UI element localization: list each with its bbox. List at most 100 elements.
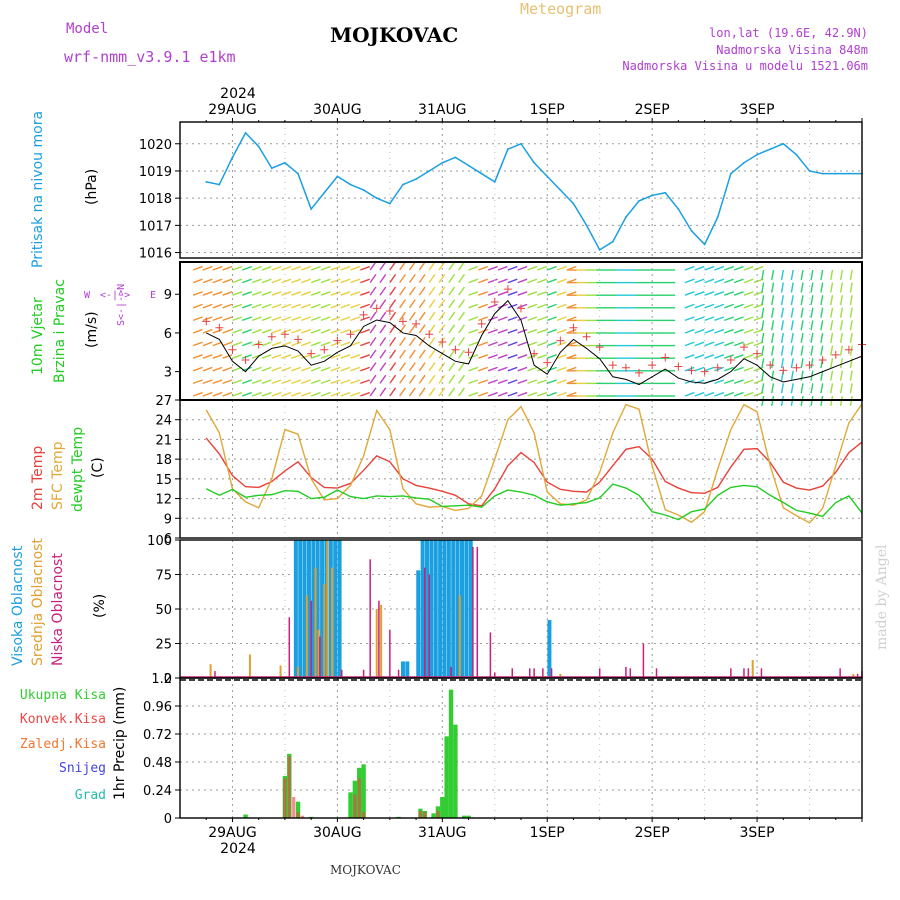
y-tick-label: 6: [164, 327, 172, 342]
wind-arrow: [733, 366, 744, 372]
day-label-bottom: 2SEP: [635, 825, 670, 841]
cloud-low-bar: [476, 546, 479, 678]
wind-arrow: [320, 328, 331, 334]
wind-arrow: [714, 265, 725, 271]
wind-arrow: [849, 320, 853, 331]
wind-arrow: [301, 278, 311, 284]
precip-conv-bar: [362, 812, 366, 818]
year-bottom: 2024: [220, 841, 256, 857]
wind-arrow: [281, 316, 292, 322]
wind-arrow: [389, 261, 397, 271]
wind-arrow: [517, 316, 528, 322]
day-label-top: 31AUG: [418, 102, 467, 118]
wind-arrow: [537, 328, 548, 334]
wind-arrow: [202, 278, 213, 284]
wind-arrow: [418, 274, 426, 284]
wind-arrow: [733, 278, 744, 284]
wind-arrow: [507, 303, 518, 309]
wind-arrow: [242, 341, 252, 347]
pressure-point: [323, 191, 326, 194]
wind-arrow: [733, 391, 744, 397]
wind-arrow: [350, 341, 361, 347]
wind-arrow: [448, 324, 456, 334]
pressure-point: [795, 153, 798, 156]
wind-arrow: [251, 328, 262, 334]
wind-arrow: [369, 261, 377, 271]
wind-arrow: [517, 341, 528, 347]
pressure-point: [729, 172, 732, 175]
y-tick-label: 27: [155, 394, 172, 409]
wind-arrow: [408, 261, 416, 271]
wind-arrow: [849, 295, 853, 306]
wind-arrow: [369, 387, 377, 397]
wind-arrow: [271, 341, 282, 347]
y-tick-label: 18: [155, 453, 172, 468]
wind-arrow: [714, 341, 725, 347]
wind-gust-mark: [739, 343, 748, 352]
wind-arrow: [379, 362, 387, 372]
wind-arrow: [301, 354, 311, 359]
wind-arrow: [271, 328, 282, 334]
wind-gust-mark: [635, 368, 644, 377]
precip-conv-bar: [283, 778, 287, 818]
cloud-low-bar: [362, 669, 365, 678]
wind-arrow: [408, 286, 416, 296]
wind-arrow: [724, 354, 734, 359]
wind-arrow: [251, 379, 262, 385]
wind-arrow: [350, 303, 361, 309]
wind-arrow: [418, 324, 426, 334]
wind-arrow: [546, 379, 557, 385]
wind-arrow: [724, 316, 734, 322]
pressure-point: [349, 183, 352, 186]
wind-arrow: [771, 332, 775, 343]
wind-gust-mark: [385, 307, 394, 316]
y-tick-label: 9: [164, 512, 172, 527]
wind-arrow: [340, 391, 351, 397]
wind-arrow: [301, 328, 311, 334]
wind-arrow: [281, 291, 292, 296]
wind-gust-mark: [477, 319, 486, 328]
wind-arrow: [790, 269, 794, 280]
wind-arrow: [320, 278, 331, 284]
wind-arrow: [724, 291, 734, 296]
cloud-low-bar: [655, 668, 658, 678]
wind-arrow: [281, 265, 292, 271]
cloud-mid-bar: [323, 584, 326, 678]
wind-arrow: [350, 265, 361, 271]
y-tick-label: 0: [164, 672, 172, 687]
wind-arrow: [340, 316, 351, 322]
y-tick-label: 0.72: [143, 728, 172, 743]
wind-arrow: [379, 337, 387, 347]
precip-total-bar: [243, 814, 248, 818]
wind-arrow: [800, 307, 804, 318]
pressure-point: [231, 156, 234, 159]
cloud-high-bar: [429, 540, 434, 678]
wind-arrow: [379, 349, 387, 359]
wind-arrow: [743, 303, 754, 309]
wind-gust-mark: [503, 285, 512, 294]
wind-arrow: [487, 291, 498, 296]
wind-arrow: [839, 295, 844, 306]
wind-arrow: [251, 278, 262, 284]
wind-arrow: [360, 328, 370, 334]
cloud-high-bar: [405, 661, 410, 678]
pressure-point: [808, 170, 811, 172]
wind-arrow: [714, 278, 725, 284]
precip-conv-bar: [287, 756, 291, 818]
model-name: wrf-nmm_v3.9.1 e1km: [64, 48, 236, 66]
wind-gust-mark: [215, 323, 224, 332]
day-label-bottom: 29AUG: [208, 825, 257, 841]
wind-arrow: [771, 307, 775, 318]
wind-arrow: [340, 291, 351, 296]
wind-arrow: [810, 383, 814, 394]
wind-arrow: [507, 354, 518, 359]
wind-arrow: [350, 291, 361, 296]
wind-arrow: [330, 316, 341, 322]
wind-arrow: [369, 349, 377, 359]
wind-arrow: [743, 265, 754, 271]
wind-gust-mark: [438, 337, 447, 346]
wind-arrow: [546, 391, 557, 397]
wind-arrow: [694, 366, 705, 372]
wind-arrow: [301, 291, 311, 296]
wind-gust-mark: [202, 317, 211, 326]
